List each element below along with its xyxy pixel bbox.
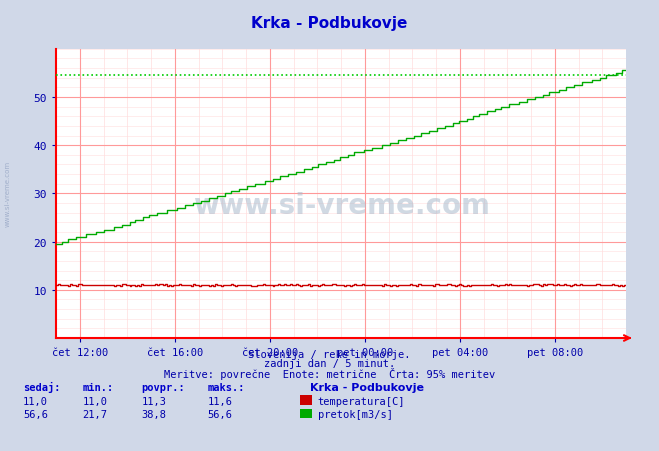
Text: pretok[m3/s]: pretok[m3/s] bbox=[318, 409, 393, 419]
Text: Slovenija / reke in morje.: Slovenija / reke in morje. bbox=[248, 350, 411, 359]
Text: 11,0: 11,0 bbox=[82, 396, 107, 405]
Text: www.si-vreme.com: www.si-vreme.com bbox=[192, 192, 490, 220]
Text: Krka - Podbukovje: Krka - Podbukovje bbox=[251, 16, 408, 31]
Text: 56,6: 56,6 bbox=[208, 409, 233, 419]
Text: Krka - Podbukovje: Krka - Podbukovje bbox=[310, 382, 424, 392]
Text: 21,7: 21,7 bbox=[82, 409, 107, 419]
Text: sedaj:: sedaj: bbox=[23, 381, 61, 392]
Text: min.:: min.: bbox=[82, 382, 113, 392]
Text: 11,6: 11,6 bbox=[208, 396, 233, 405]
Text: Meritve: povrečne  Enote: metrične  Črta: 95% meritev: Meritve: povrečne Enote: metrične Črta: … bbox=[164, 368, 495, 380]
Text: povpr.:: povpr.: bbox=[142, 382, 185, 392]
Text: maks.:: maks.: bbox=[208, 382, 245, 392]
Text: www.si-vreme.com: www.si-vreme.com bbox=[5, 161, 11, 227]
Text: 38,8: 38,8 bbox=[142, 409, 167, 419]
Text: 11,3: 11,3 bbox=[142, 396, 167, 405]
Text: temperatura[C]: temperatura[C] bbox=[318, 396, 405, 405]
Text: 11,0: 11,0 bbox=[23, 396, 48, 405]
Text: 56,6: 56,6 bbox=[23, 409, 48, 419]
Text: zadnji dan / 5 minut.: zadnji dan / 5 minut. bbox=[264, 359, 395, 368]
